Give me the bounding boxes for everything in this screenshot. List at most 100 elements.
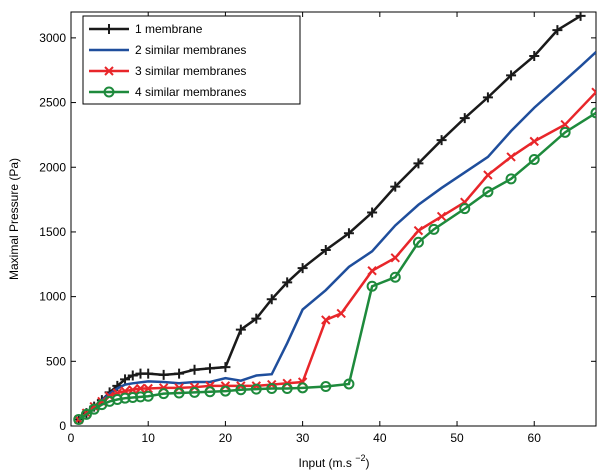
marker — [143, 368, 154, 379]
marker — [220, 362, 231, 373]
legend-label: 4 similar membranes — [135, 85, 246, 99]
x-axis-label-end: ) — [365, 456, 369, 470]
marker — [343, 228, 354, 239]
marker — [506, 152, 516, 162]
y-axis-label: Maximal Pressure (Pa) — [7, 158, 21, 280]
legend-box — [82, 15, 301, 105]
marker — [266, 382, 278, 394]
marker — [174, 368, 185, 379]
x-tick-label: 40 — [373, 431, 387, 445]
marker — [528, 153, 540, 165]
marker — [390, 181, 401, 192]
marker — [590, 107, 596, 119]
marker — [281, 382, 293, 394]
marker — [142, 390, 154, 402]
marker — [560, 119, 570, 130]
marker — [482, 186, 494, 198]
marker — [559, 126, 571, 138]
y-tick-label: 3000 — [39, 31, 66, 45]
marker — [575, 12, 586, 21]
marker — [80, 408, 92, 420]
marker — [321, 315, 331, 325]
x-tick-label: 20 — [219, 431, 233, 445]
marker — [320, 245, 331, 256]
marker — [120, 374, 131, 385]
marker — [506, 70, 517, 81]
marker — [251, 313, 262, 324]
marker — [367, 207, 378, 218]
plot-frame — [70, 11, 597, 427]
y-tick-label: 1000 — [39, 290, 66, 304]
y-tick-label: 500 — [46, 354, 66, 368]
marker — [104, 66, 114, 76]
x-tick-label: 0 — [68, 431, 75, 445]
marker — [529, 50, 540, 61]
marker — [282, 277, 293, 288]
marker — [127, 370, 138, 381]
marker — [173, 387, 185, 399]
x-tick-label: 10 — [142, 431, 156, 445]
marker — [143, 383, 153, 394]
marker — [389, 271, 401, 283]
series-line — [77, 14, 582, 421]
marker — [235, 384, 247, 396]
marker — [73, 414, 85, 426]
marker — [297, 382, 309, 394]
marker — [189, 386, 201, 398]
marker — [158, 369, 169, 380]
y-tick-label: 2000 — [39, 160, 66, 174]
marker — [591, 87, 596, 97]
marker — [390, 253, 400, 263]
marker — [266, 294, 277, 305]
y-tick-label: 2500 — [39, 96, 66, 110]
y-tick-label: 1500 — [39, 225, 66, 239]
marker — [505, 173, 517, 185]
marker — [412, 236, 424, 248]
marker — [413, 225, 424, 236]
legend-label: 1 membrane — [135, 22, 203, 36]
marker — [436, 135, 447, 146]
marker — [320, 381, 332, 393]
series-line — [78, 111, 596, 421]
marker — [235, 324, 246, 335]
x-axis-label-text: Input (m.s — [299, 456, 356, 470]
marker — [336, 308, 346, 319]
x-axis-label: Input (m.s −2) — [299, 453, 370, 470]
series-line — [77, 91, 596, 421]
marker — [204, 363, 215, 374]
legend-label: 2 similar membranes — [135, 43, 246, 57]
legend-label: 3 similar membranes — [135, 64, 246, 78]
x-tick-label: 50 — [450, 431, 464, 445]
marker — [428, 223, 440, 235]
marker — [127, 392, 139, 404]
marker — [135, 383, 146, 394]
marker — [436, 211, 447, 222]
marker — [219, 385, 231, 397]
marker — [366, 280, 378, 292]
marker — [103, 86, 115, 98]
marker — [529, 136, 539, 147]
marker — [483, 170, 493, 180]
marker — [134, 391, 146, 403]
marker — [482, 92, 493, 103]
x-tick-label: 60 — [528, 431, 542, 445]
marker — [367, 266, 377, 276]
x-tick-label: 30 — [296, 431, 310, 445]
marker — [189, 364, 200, 375]
marker — [104, 24, 114, 34]
marker — [88, 403, 100, 415]
marker — [250, 383, 262, 395]
x-axis-label-exponent: −2 — [355, 453, 365, 463]
marker — [204, 386, 216, 398]
plot-area — [73, 12, 596, 426]
y-tick-label: 0 — [59, 419, 66, 433]
marker — [119, 392, 131, 404]
marker — [158, 388, 170, 400]
marker — [552, 25, 563, 36]
marker — [413, 158, 424, 169]
marker — [297, 263, 308, 274]
marker — [111, 393, 123, 405]
marker — [459, 203, 471, 215]
series-line — [77, 51, 596, 421]
